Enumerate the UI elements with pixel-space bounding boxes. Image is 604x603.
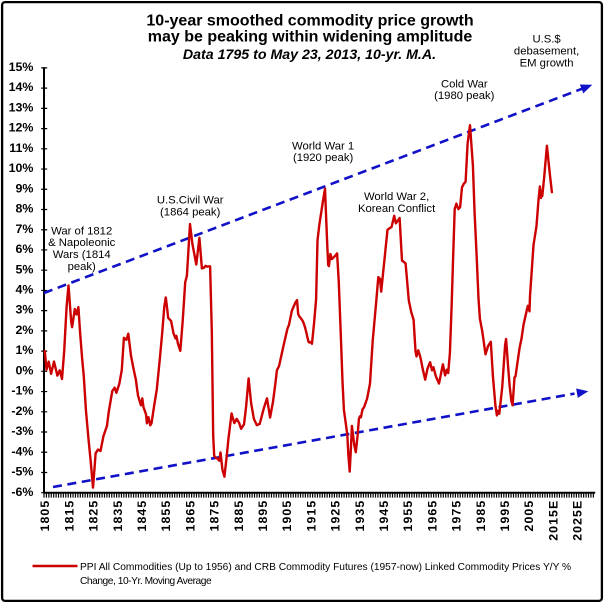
svg-text:World War 1: World War 1 (292, 140, 354, 152)
svg-text:12%: 12% (9, 121, 34, 135)
svg-text:(1920 peak): (1920 peak) (293, 152, 354, 164)
svg-text:Korean Conflict: Korean Conflict (358, 203, 436, 215)
svg-text:-5%: -5% (11, 465, 33, 479)
svg-text:1835: 1835 (111, 500, 125, 532)
svg-text:-6%: -6% (11, 485, 33, 499)
svg-text:may be peaking within widening: may be peaking within widening amplitude (148, 29, 473, 46)
svg-text:1825: 1825 (87, 500, 101, 532)
svg-text:1855: 1855 (159, 500, 173, 532)
svg-text:1875: 1875 (208, 500, 222, 532)
svg-text:peak): peak) (68, 261, 96, 273)
svg-text:1905: 1905 (280, 500, 294, 532)
svg-text:0%: 0% (15, 363, 33, 377)
svg-text:2025E: 2025E (571, 500, 585, 541)
svg-text:14%: 14% (9, 80, 34, 94)
svg-text:-4%: -4% (11, 444, 33, 458)
svg-text:1995: 1995 (498, 500, 512, 532)
svg-text:4%: 4% (15, 283, 33, 297)
svg-text:1885: 1885 (232, 500, 246, 532)
svg-text:11%: 11% (9, 141, 33, 155)
svg-text:3%: 3% (15, 303, 33, 317)
svg-text:2015E: 2015E (546, 500, 560, 541)
svg-text:13%: 13% (9, 101, 34, 115)
svg-text:1955: 1955 (401, 500, 415, 532)
svg-text:15%: 15% (9, 60, 34, 74)
svg-text:10-year smoothed commodity pri: 10-year smoothed commodity price growth (146, 13, 473, 30)
svg-text:1935: 1935 (353, 500, 367, 532)
svg-text:debasement,: debasement, (514, 46, 579, 58)
svg-text:-1%: -1% (11, 384, 33, 398)
svg-text:7%: 7% (15, 222, 33, 236)
svg-text:1915: 1915 (304, 500, 318, 532)
svg-text:1985: 1985 (474, 500, 488, 532)
svg-text:5%: 5% (15, 262, 33, 276)
svg-text:6%: 6% (15, 242, 33, 256)
svg-text:(1980 peak): (1980 peak) (434, 90, 495, 102)
svg-text:9%: 9% (15, 181, 33, 195)
svg-text:1845: 1845 (135, 500, 149, 532)
svg-text:1815: 1815 (62, 500, 76, 532)
svg-text:Change, 10-Yr. Moving Average: Change, 10-Yr. Moving Average (80, 576, 212, 587)
svg-text:1805: 1805 (38, 500, 52, 532)
svg-text:1945: 1945 (377, 500, 391, 532)
svg-text:1%: 1% (15, 343, 33, 357)
svg-text:-2%: -2% (11, 404, 33, 418)
svg-text:U.S.$: U.S.$ (532, 34, 561, 46)
svg-text:U.S.Civil War: U.S.Civil War (157, 195, 224, 207)
svg-text:PPI All Commodities (Up to 195: PPI All Commodities (Up to 1956) and CRB… (80, 562, 571, 573)
svg-text:2005: 2005 (522, 500, 536, 532)
svg-text:1975: 1975 (450, 500, 464, 532)
svg-text:10%: 10% (9, 161, 34, 175)
svg-text:1925: 1925 (329, 500, 343, 532)
svg-text:1895: 1895 (256, 500, 270, 532)
svg-text:1965: 1965 (425, 500, 439, 532)
svg-text:-3%: -3% (11, 424, 33, 438)
svg-text:Wars (1814: Wars (1814 (53, 249, 111, 261)
svg-text:8%: 8% (15, 202, 33, 216)
svg-text:2%: 2% (15, 323, 33, 337)
svg-text:EM growth: EM growth (520, 57, 574, 69)
svg-text:Data 1795 to May 23, 2013, 10-: Data 1795 to May 23, 2013, 10-yr. M.A. (183, 47, 436, 63)
svg-text:(1864 peak): (1864 peak) (160, 206, 221, 218)
svg-text:Cold War: Cold War (441, 78, 488, 90)
svg-text:War of 1812: War of 1812 (51, 225, 112, 237)
svg-text:& Napoleonic: & Napoleonic (48, 237, 116, 249)
svg-text:1865: 1865 (183, 500, 197, 532)
svg-text:World War 2,: World War 2, (364, 191, 429, 203)
